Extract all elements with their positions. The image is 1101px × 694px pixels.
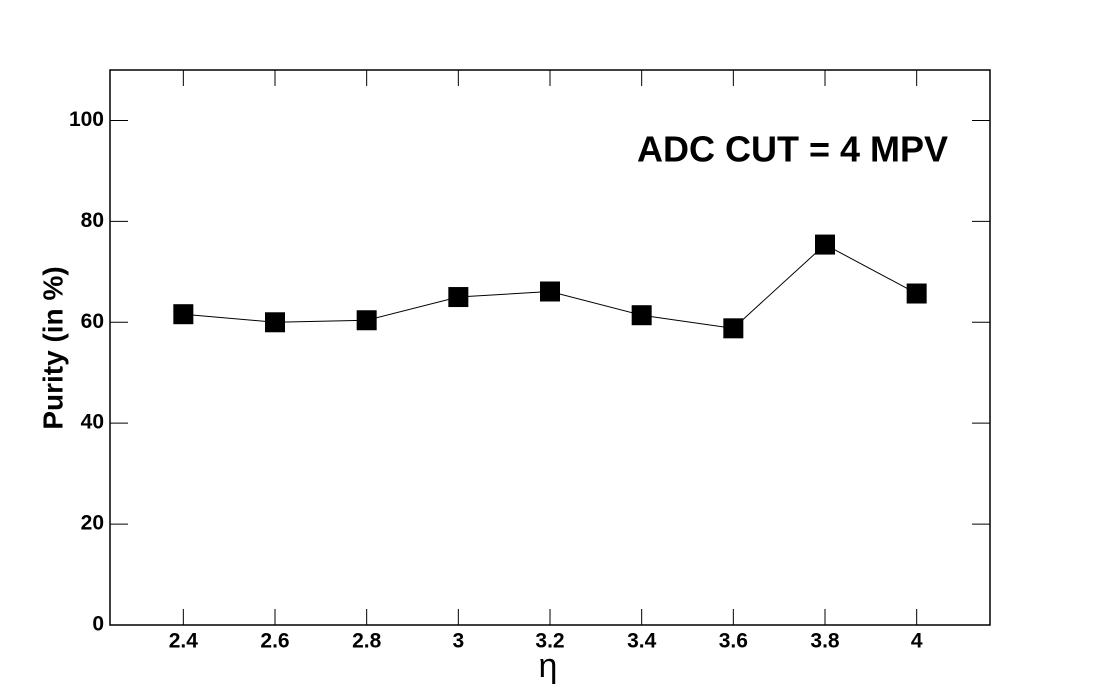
y-tick-label: 0 (92, 613, 104, 636)
marker (448, 287, 469, 308)
x-tick-label: 2.4 (169, 630, 199, 653)
marker (815, 234, 835, 255)
y-tick-label: 80 (81, 209, 104, 232)
x-tick-label: 2.8 (352, 630, 382, 653)
x-tick-label: 3.2 (535, 630, 564, 653)
x-tick-label: 2.6 (260, 630, 289, 653)
marker (631, 305, 652, 326)
marker (265, 312, 285, 333)
x-axis-label: η (539, 647, 558, 685)
marker (540, 281, 560, 302)
y-tick-label: 100 (69, 108, 104, 131)
marker (723, 318, 744, 339)
annotation: ADC CUT = 4 MPV (637, 129, 948, 170)
marker (356, 310, 377, 331)
x-tick-label: 3 (452, 630, 464, 653)
y-tick-label: 60 (81, 310, 104, 333)
x-tick-label: 3.4 (627, 630, 657, 653)
x-tick-label: 3.8 (810, 630, 840, 653)
y-axis-label: Purity (in %) (37, 266, 68, 429)
x-tick-label: 3.6 (719, 630, 748, 653)
marker (906, 283, 927, 304)
y-tick-label: 20 (81, 512, 104, 535)
x-tick-label: 4 (911, 630, 923, 653)
y-tick-label: 40 (81, 411, 104, 434)
marker (173, 304, 194, 325)
